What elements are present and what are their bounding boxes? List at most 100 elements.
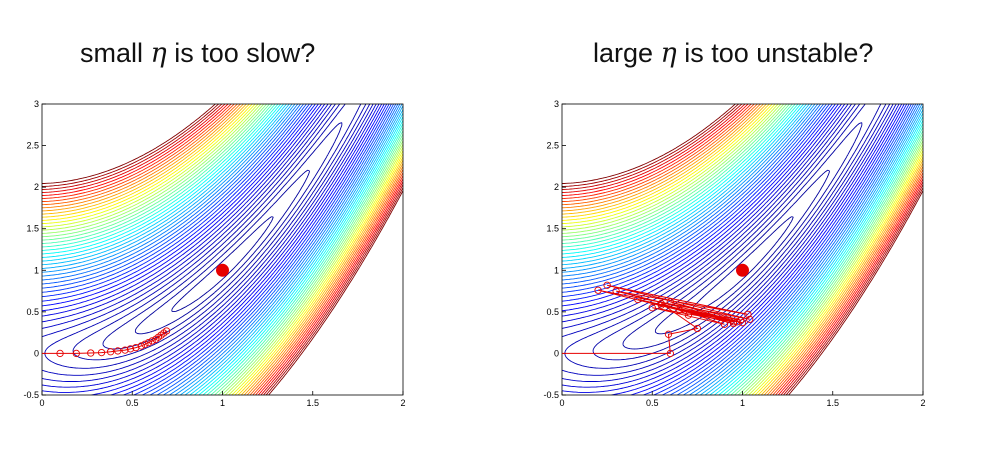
contour-line: [42, 104, 392, 395]
y-tick-label: 3: [554, 99, 559, 109]
right-contour-plot: 0 0.5 1 1.5 2-0.500.511.522.53: [543, 99, 925, 408]
y-tick-label: 0: [34, 348, 39, 358]
y-tick-label: 0.5: [26, 307, 39, 317]
y-tick-label: 2: [34, 182, 39, 192]
contour-line: [562, 104, 923, 395]
y-tick-label: 1: [34, 265, 39, 275]
contour-line: [42, 104, 403, 395]
y-tick-label: -0.5: [23, 390, 39, 400]
contour-line: [562, 104, 912, 395]
x-tick-label: 0.5: [646, 398, 659, 408]
contour-line: [42, 104, 380, 393]
trajectory-point: [746, 315, 754, 323]
trajectory-point: [657, 301, 665, 309]
contour-line: [42, 104, 403, 395]
trajectory-point: [132, 343, 140, 352]
contour-line: [562, 104, 923, 395]
contour-line: [564, 104, 887, 369]
y-tick-label: 0: [554, 348, 559, 358]
trajectory-point: [126, 345, 135, 353]
contour-line: [562, 104, 894, 382]
x-tick-label: 0.5: [126, 398, 139, 408]
contour-line: [42, 104, 371, 376]
trajectory-series: [562, 281, 754, 358]
contour-line: [42, 104, 403, 395]
contour-line: [562, 104, 923, 395]
trajectory-point: [144, 338, 153, 347]
contour-line: [562, 104, 923, 395]
y-tick-label: 2: [554, 182, 559, 192]
trajectory-point: [148, 337, 156, 345]
trajectory-point: [121, 346, 129, 354]
x-tick-label: 2: [920, 398, 925, 408]
contour-line: [102, 122, 343, 350]
x-tick-label: 0: [559, 398, 564, 408]
contour-line: [42, 104, 403, 395]
contour-line: [171, 216, 274, 313]
y-tick-label: 1.5: [546, 224, 559, 234]
contour-line: [562, 104, 923, 395]
y-tick-label: -0.5: [543, 390, 559, 400]
x-tick-label: 0: [39, 398, 44, 408]
contour-line: [562, 104, 917, 395]
trajectory-point: [56, 349, 64, 358]
contour-line: [562, 104, 923, 395]
trajectory-point: [737, 316, 745, 324]
x-tick-label: 1: [220, 398, 225, 408]
trajectory-point: [97, 348, 106, 357]
minimum-marker: [736, 263, 749, 277]
contour-line: [42, 104, 403, 395]
trajectory-point: [666, 298, 674, 306]
contour-line: [562, 104, 923, 395]
trajectory-point: [733, 318, 741, 326]
trajectory-point: [162, 327, 171, 335]
contour-line: [42, 104, 403, 395]
trajectory-point: [87, 349, 95, 357]
contour-line: [562, 104, 923, 395]
contour-line: [42, 104, 403, 395]
contour-line: [592, 104, 882, 361]
x-tick-label: 1: [740, 398, 745, 408]
contour-line: [42, 104, 403, 395]
contour-line: [562, 104, 923, 395]
y-tick-label: 1: [554, 265, 559, 275]
contour-line: [72, 104, 362, 361]
contour-line: [42, 104, 403, 395]
right-chart-title: large η is too unstable?: [593, 38, 874, 69]
trajectory-line: [562, 284, 750, 354]
trajectory-point: [603, 281, 611, 289]
contour-line: [42, 104, 403, 395]
left-chart-title: small η is too slow?: [80, 38, 316, 69]
left-contour-plot: 0 0.5 1 1.5 2-0.500.511.522.53: [23, 99, 405, 408]
trajectory-point: [612, 287, 620, 295]
contour-line: [562, 104, 923, 395]
trajectory-series: [42, 327, 171, 358]
contour-line: [42, 104, 403, 395]
contour-line: [42, 104, 374, 382]
y-tick-label: 2.5: [546, 141, 559, 151]
contour-line: [42, 104, 397, 395]
trajectory-point: [738, 319, 747, 327]
contour-line: [562, 104, 923, 395]
trajectory-point: [729, 319, 738, 328]
trajectory-point: [684, 311, 693, 319]
contour-line: [562, 104, 923, 395]
trajectory-point: [634, 295, 642, 304]
y-tick-label: 2.5: [26, 141, 39, 151]
trajectory-point: [648, 304, 656, 312]
contour-line: [562, 104, 923, 395]
contour-line: [562, 104, 923, 395]
contour-line: [42, 104, 403, 395]
y-tick-label: 0.5: [546, 307, 559, 317]
contour-line: [134, 169, 311, 335]
contour-line: [42, 104, 403, 395]
x-tick-label: 1.5: [306, 398, 319, 408]
trajectory-point: [141, 340, 149, 348]
trajectory-point: [720, 320, 729, 328]
trajectory-point: [744, 310, 752, 319]
contour-line: [42, 104, 403, 395]
contour-line: [42, 104, 403, 395]
contour-line: [42, 104, 403, 395]
y-tick-label: 1.5: [26, 224, 39, 234]
contour-line: [42, 104, 401, 395]
